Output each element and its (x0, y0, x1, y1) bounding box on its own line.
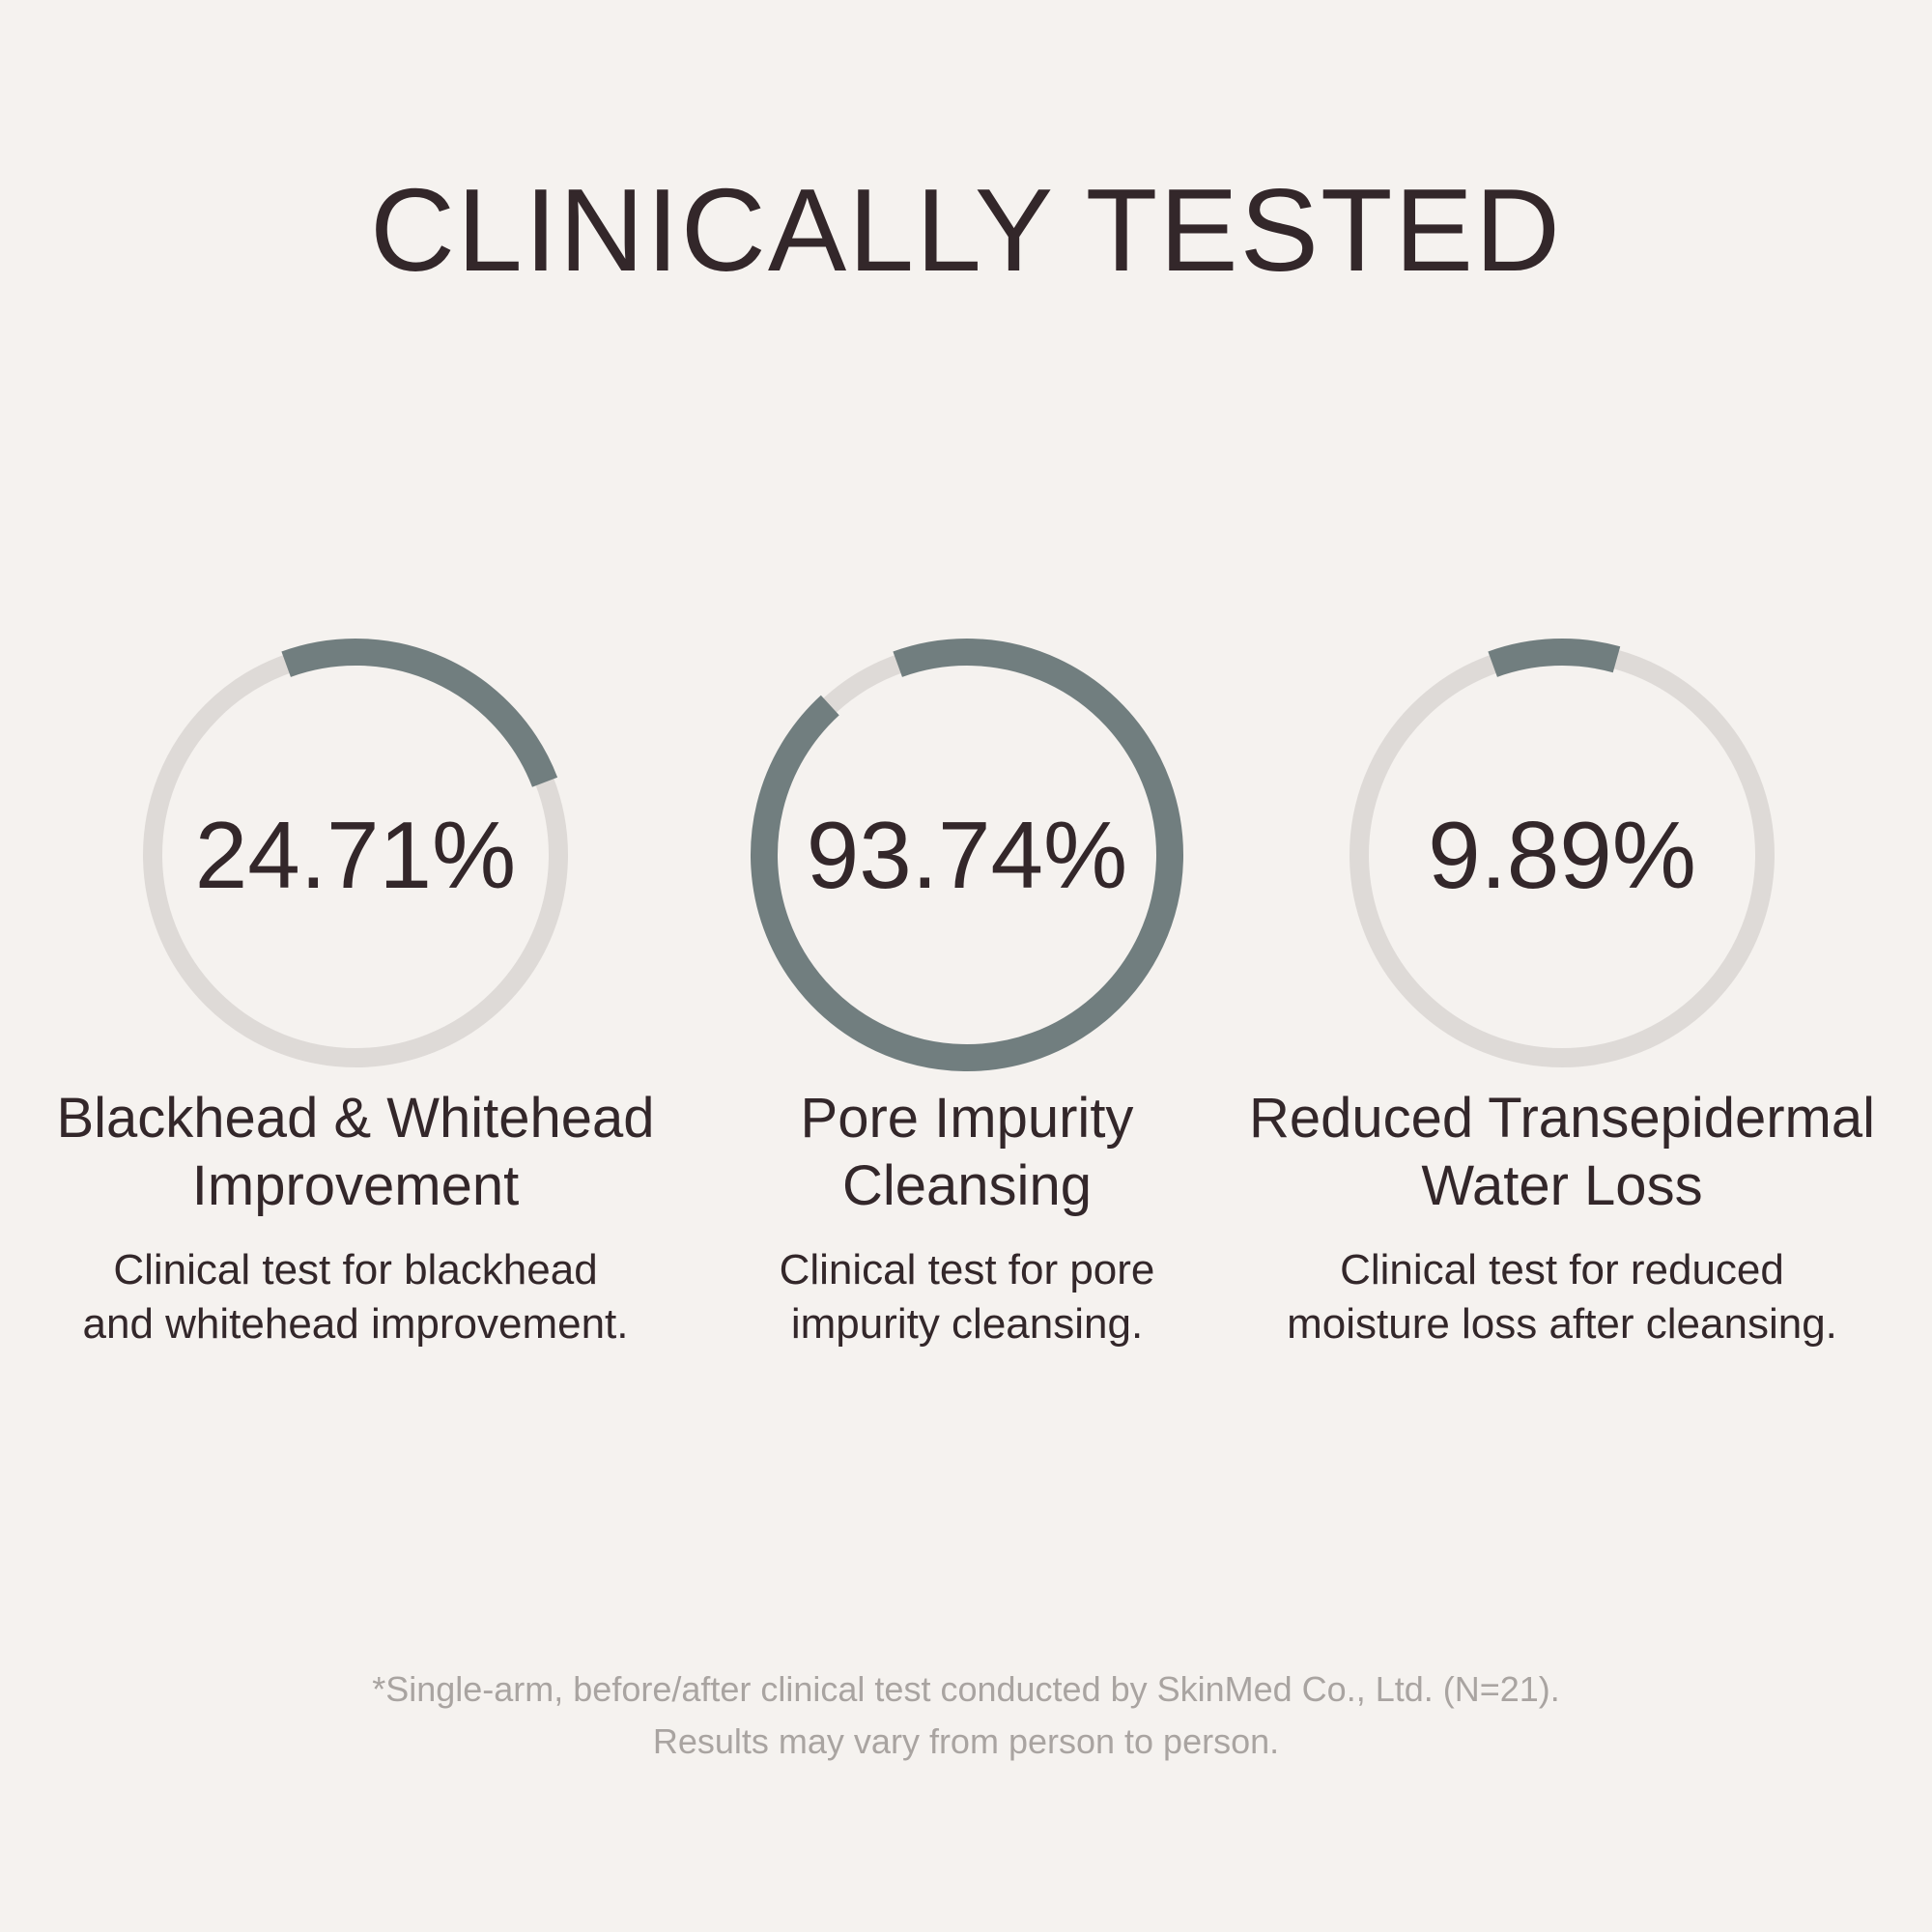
stat-description-line: Clinical test for reduced (1340, 1246, 1784, 1293)
stats-row: 24.71% Blackhead & Whitehead Improvement… (0, 633, 1932, 1367)
stat-title: Reduced Transepidermal Water Loss (1234, 1085, 1890, 1220)
stat-title-line: Cleansing (842, 1154, 1092, 1217)
stat-title-line: Water Loss (1421, 1154, 1703, 1217)
progress-ring-fill (751, 639, 1183, 1071)
stat-value: 9.89% (1428, 802, 1696, 908)
stat-title: Pore Impurity Cleansing (639, 1085, 1295, 1220)
progress-ring-fill (1346, 639, 1778, 1071)
disclaimer-line: *Single-arm, before/after clinical test … (372, 1669, 1560, 1709)
page-title: CLINICALLY TESTED (369, 164, 1563, 296)
stat-card-water-loss: 9.89% Reduced Transepidermal Water Loss … (1234, 633, 1890, 1367)
progress-ring-graphic (1346, 639, 1778, 1071)
stat-title: Blackhead & Whitehead Improvement (27, 1085, 684, 1220)
stat-description: Clinical test for reduced moisture loss … (1234, 1243, 1890, 1351)
stat-description: Clinical test for pore impurity cleansin… (639, 1243, 1295, 1351)
stat-description-line: moisture loss after cleansing. (1287, 1300, 1837, 1348)
stat-value: 24.71% (194, 802, 517, 908)
progress-ring-graphic (139, 639, 572, 1071)
progress-ring-fill (139, 639, 572, 1071)
stat-card-pore-impurity: 93.74% Pore Impurity Cleansing Clinical … (639, 633, 1295, 1367)
stat-description-line: Clinical test for pore (779, 1246, 1155, 1293)
stat-description-line: impurity cleansing. (790, 1300, 1144, 1348)
disclaimer: *Single-arm, before/after clinical test … (0, 1663, 1932, 1768)
stat-value: 93.74% (806, 802, 1128, 908)
progress-ring: 93.74% (745, 633, 1189, 1077)
stat-title-line: Improvement (191, 1154, 520, 1217)
stat-description: Clinical test for blackhead and whitehea… (27, 1243, 684, 1351)
stat-title-line: Pore Impurity (800, 1087, 1134, 1150)
stat-card-blackhead: 24.71% Blackhead & Whitehead Improvement… (27, 633, 684, 1367)
stat-description-line: Clinical test for blackhead (113, 1246, 598, 1293)
progress-ring: 24.71% (133, 633, 578, 1077)
stat-title-line: Blackhead & Whitehead (56, 1087, 655, 1150)
disclaimer-line: Results may vary from person to person. (652, 1721, 1280, 1761)
stat-title-line: Reduced Transepidermal (1248, 1087, 1876, 1150)
progress-ring-graphic (751, 639, 1183, 1071)
progress-ring: 9.89% (1340, 633, 1784, 1077)
stat-description-line: and whitehead improvement. (82, 1300, 629, 1348)
